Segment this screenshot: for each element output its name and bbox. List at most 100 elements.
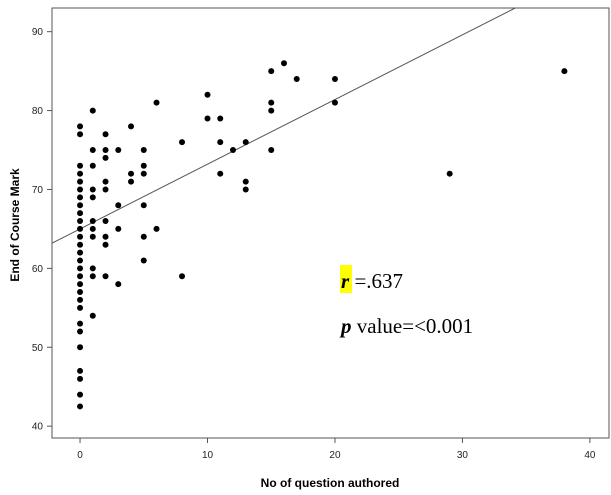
x-tick-label-30: 30 xyxy=(457,450,469,461)
data-point-77 xyxy=(268,147,275,154)
data-point-15 xyxy=(77,265,84,272)
data-point-14 xyxy=(77,257,84,264)
data-point-45 xyxy=(102,233,109,240)
y-tick-label-40: 40 xyxy=(32,422,44,433)
y-tick-label-70: 70 xyxy=(32,185,44,196)
data-point-10 xyxy=(77,225,84,232)
data-point-26 xyxy=(77,391,84,398)
data-point-34 xyxy=(89,225,96,232)
data-point-22 xyxy=(77,328,84,335)
data-point-47 xyxy=(102,273,109,280)
data-point-18 xyxy=(77,289,84,296)
data-point-80 xyxy=(331,76,338,83)
p-value-annotation: p value=<0.001 xyxy=(339,314,473,338)
data-point-29 xyxy=(89,147,96,154)
p-value: value=<0.001 xyxy=(352,314,474,338)
data-point-24 xyxy=(77,367,84,374)
data-point-27 xyxy=(77,403,84,410)
r-value: =.637 xyxy=(349,269,403,293)
data-point-28 xyxy=(89,107,96,114)
data-point-39 xyxy=(102,131,109,138)
data-point-66 xyxy=(204,115,211,122)
data-points xyxy=(77,60,568,410)
data-point-11 xyxy=(77,233,84,240)
x-tick-label-10: 10 xyxy=(202,450,214,461)
fit-line-group xyxy=(51,7,516,244)
data-point-81 xyxy=(331,99,338,106)
data-point-73 xyxy=(242,186,249,193)
y-tick-label-80: 80 xyxy=(32,106,44,117)
data-point-43 xyxy=(102,186,109,193)
data-point-33 xyxy=(89,218,96,225)
data-point-1 xyxy=(77,131,84,138)
correlation-annotation: r =.637 xyxy=(341,269,403,293)
data-point-51 xyxy=(115,281,122,288)
x-tick-label-20: 20 xyxy=(329,450,341,461)
data-point-38 xyxy=(89,312,96,319)
y-tick-label-90: 90 xyxy=(32,27,44,38)
y-axis: 40 50 60 70 80 90 xyxy=(32,27,52,433)
data-point-2 xyxy=(77,162,84,169)
data-point-82 xyxy=(446,170,453,177)
data-point-67 xyxy=(217,115,224,122)
data-point-49 xyxy=(115,202,122,209)
data-point-13 xyxy=(77,249,84,256)
data-point-61 xyxy=(153,99,160,106)
data-point-5 xyxy=(77,186,84,193)
data-point-58 xyxy=(140,202,147,209)
data-point-57 xyxy=(140,170,147,177)
data-point-19 xyxy=(77,296,84,303)
data-point-79 xyxy=(293,76,300,83)
data-point-36 xyxy=(89,265,96,272)
data-point-21 xyxy=(77,320,84,327)
data-point-44 xyxy=(102,218,109,225)
y-axis-title: End of Course Mark xyxy=(8,168,22,282)
data-point-0 xyxy=(77,123,84,130)
r-highlight xyxy=(340,265,352,293)
data-point-52 xyxy=(128,123,135,130)
data-point-63 xyxy=(179,139,186,146)
data-point-76 xyxy=(268,107,275,114)
x-axis: 0 10 20 30 40 xyxy=(77,438,596,461)
data-point-83 xyxy=(561,68,568,75)
data-point-64 xyxy=(179,273,186,280)
fit-line xyxy=(51,7,516,244)
data-point-7 xyxy=(77,202,84,209)
data-point-17 xyxy=(77,281,84,288)
data-point-23 xyxy=(77,344,84,351)
data-point-32 xyxy=(89,194,96,201)
data-point-71 xyxy=(242,139,249,146)
r-symbol: r xyxy=(341,269,350,293)
data-point-4 xyxy=(77,178,84,185)
data-point-6 xyxy=(77,194,84,201)
data-point-72 xyxy=(242,178,249,185)
data-point-75 xyxy=(268,99,275,106)
data-point-41 xyxy=(102,154,109,161)
data-point-56 xyxy=(140,162,147,169)
data-point-53 xyxy=(128,170,135,177)
data-point-70 xyxy=(229,147,236,154)
data-point-9 xyxy=(77,218,84,225)
data-point-40 xyxy=(102,147,109,154)
data-point-46 xyxy=(102,241,109,248)
data-point-30 xyxy=(89,162,96,169)
data-point-3 xyxy=(77,170,84,177)
data-point-31 xyxy=(89,186,96,193)
data-point-59 xyxy=(140,233,147,240)
plot-area xyxy=(51,7,610,439)
y-tick-label-50: 50 xyxy=(32,343,44,354)
data-point-8 xyxy=(77,210,84,217)
data-point-25 xyxy=(77,375,84,382)
data-point-35 xyxy=(89,233,96,240)
data-point-37 xyxy=(89,273,96,280)
data-point-68 xyxy=(217,139,224,146)
x-tick-label-0: 0 xyxy=(77,450,83,461)
x-tick-label-40: 40 xyxy=(584,450,596,461)
data-point-69 xyxy=(217,170,224,177)
p-symbol: p xyxy=(339,314,352,338)
x-axis-title: No of question authored xyxy=(261,476,400,490)
data-point-74 xyxy=(268,68,275,75)
data-point-54 xyxy=(128,178,135,185)
data-point-12 xyxy=(77,241,84,248)
data-point-62 xyxy=(153,225,160,232)
